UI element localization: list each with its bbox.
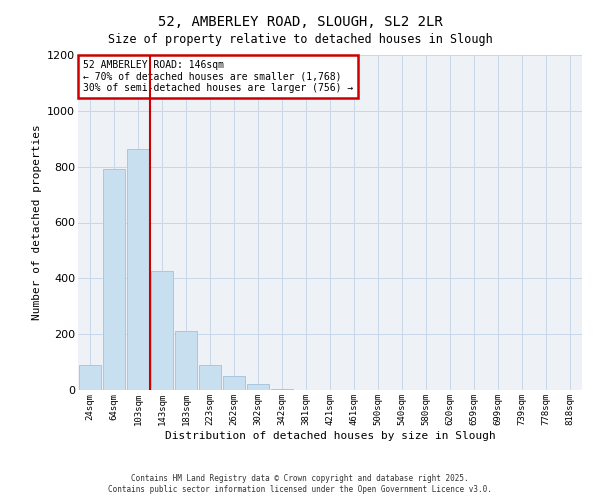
Bar bbox=[175, 332, 197, 390]
Bar bbox=[199, 365, 221, 390]
Bar bbox=[151, 272, 173, 390]
Bar bbox=[223, 376, 245, 390]
Text: 52, AMBERLEY ROAD, SLOUGH, SL2 2LR: 52, AMBERLEY ROAD, SLOUGH, SL2 2LR bbox=[158, 15, 442, 29]
Bar bbox=[103, 170, 125, 390]
Bar bbox=[127, 148, 149, 390]
X-axis label: Distribution of detached houses by size in Slough: Distribution of detached houses by size … bbox=[164, 430, 496, 440]
Bar bbox=[271, 388, 293, 390]
Text: Size of property relative to detached houses in Slough: Size of property relative to detached ho… bbox=[107, 32, 493, 46]
Bar bbox=[247, 384, 269, 390]
Y-axis label: Number of detached properties: Number of detached properties bbox=[32, 124, 41, 320]
Bar bbox=[79, 365, 101, 390]
Text: 52 AMBERLEY ROAD: 146sqm
← 70% of detached houses are smaller (1,768)
30% of sem: 52 AMBERLEY ROAD: 146sqm ← 70% of detach… bbox=[83, 60, 353, 93]
Text: Contains HM Land Registry data © Crown copyright and database right 2025.
Contai: Contains HM Land Registry data © Crown c… bbox=[108, 474, 492, 494]
